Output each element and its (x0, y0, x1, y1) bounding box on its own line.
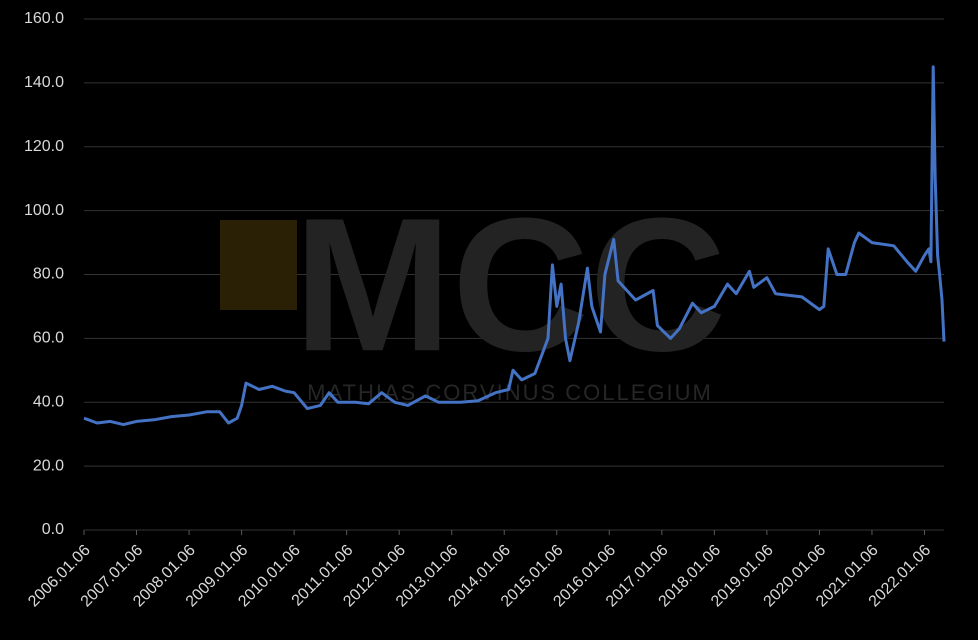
data-line (83, 65, 946, 427)
watermark: MCC MATHIAS CORVINUS COLLEGIUM (220, 179, 726, 405)
watermark-logo: MCC (294, 179, 727, 391)
y-tick-label: 80.0 (33, 266, 64, 283)
y-tick-label: 160.0 (24, 10, 64, 27)
y-tick-label: 40.0 (33, 393, 64, 410)
y-tick-label: 60.0 (33, 330, 64, 347)
y-tick-label: 20.0 (33, 457, 64, 474)
watermark-logo-box (220, 220, 297, 310)
y-tick-label: 100.0 (24, 202, 64, 219)
y-tick-label: 120.0 (24, 138, 64, 155)
y-tick-label: 0.0 (42, 521, 64, 538)
y-tick-label: 140.0 (24, 74, 64, 91)
